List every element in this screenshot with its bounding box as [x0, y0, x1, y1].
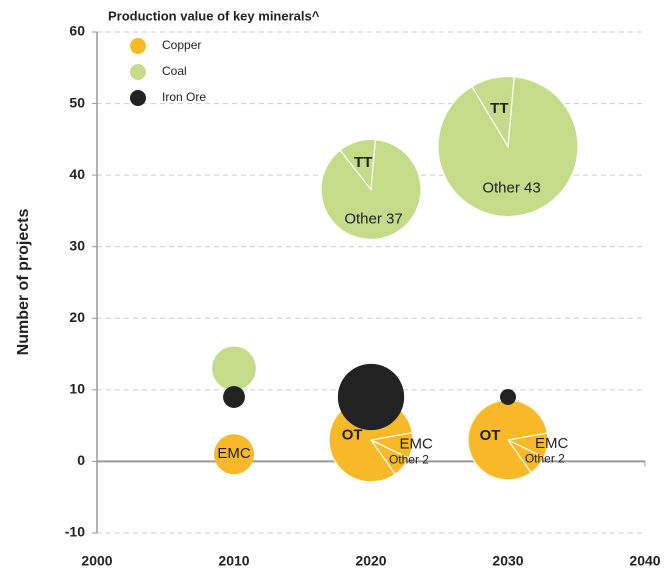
- legend-label: Copper: [162, 38, 201, 52]
- legend-label: Coal: [162, 64, 187, 78]
- slice-label: TT: [490, 100, 508, 117]
- y-tick-label: -10: [65, 524, 85, 540]
- y-tick-label: 0: [77, 452, 85, 468]
- pie-slice: [467, 399, 549, 481]
- y-tick-label: 60: [69, 23, 85, 39]
- legend-swatch: [130, 64, 146, 80]
- slice-label: Other 2: [389, 453, 429, 467]
- x-tick-label: 2030: [492, 553, 523, 569]
- slice-label: EMC: [217, 445, 251, 462]
- slice-label: OT: [342, 427, 363, 444]
- x-tick-label: 2000: [81, 553, 112, 569]
- y-axis-label: Number of projects: [15, 209, 32, 356]
- pie-slice: [471, 75, 515, 149]
- slice-label: EMC: [535, 435, 569, 452]
- x-tick-label: 2010: [218, 553, 249, 569]
- y-tick-label: 20: [69, 309, 85, 325]
- bubble: [212, 346, 256, 391]
- slice-label: Other 43: [482, 179, 540, 196]
- slice-label: Other 37: [344, 210, 402, 227]
- bubble: [337, 363, 405, 431]
- y-tick-label: 30: [69, 237, 85, 253]
- slice-label: TT: [354, 154, 372, 171]
- y-tick-label: 40: [69, 166, 85, 182]
- slice-label: OT: [480, 427, 501, 444]
- y-tick-label: 10: [69, 381, 85, 397]
- legend-title: Production value of key minerals^: [108, 8, 320, 23]
- bubble: [223, 386, 245, 408]
- x-tick-label: 2020: [355, 553, 386, 569]
- slice-label: EMC: [399, 435, 433, 452]
- legend-swatch: [130, 90, 146, 106]
- bubble: [214, 434, 254, 475]
- slice-label: Other 2: [525, 452, 565, 466]
- legend-swatch: [130, 38, 146, 54]
- x-tick-label: 2040: [629, 553, 660, 569]
- pie-slice: [339, 138, 377, 192]
- legend-label: Iron Ore: [162, 90, 206, 104]
- bubble: [500, 389, 516, 406]
- y-tick-label: 50: [69, 94, 85, 110]
